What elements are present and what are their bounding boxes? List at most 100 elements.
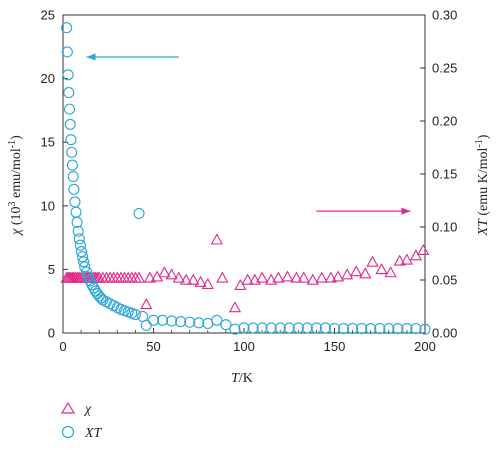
y-left-tick-label: 10 [41, 198, 55, 213]
chit-data-point [202, 317, 214, 330]
y-left-tick-label: 0 [48, 326, 55, 341]
chit-data-point [310, 322, 322, 334]
chit-data-point [392, 322, 404, 335]
chit-data-point [319, 322, 332, 334]
chit-data-point [220, 319, 232, 331]
chit-data-point [72, 225, 84, 237]
chi-data-point [400, 253, 414, 265]
chi-data-point [417, 243, 430, 256]
chi-data-point [265, 273, 278, 285]
chit-data-point [292, 322, 304, 334]
chit-data-point [328, 322, 341, 335]
chit-data-point [76, 251, 89, 263]
chit-data-point [75, 246, 88, 258]
chit-data-point [401, 322, 413, 335]
chi-data-point [172, 271, 185, 283]
chi-data-point [384, 266, 397, 278]
chi-data-point [118, 271, 131, 283]
chit-data-point [383, 322, 395, 335]
chi-data-point [331, 270, 345, 282]
x-tick-label: 50 [146, 339, 160, 354]
chit-data-point [229, 323, 241, 335]
chit-data-point [265, 322, 277, 334]
chit-data-point [274, 322, 286, 334]
chit-data-point [93, 290, 105, 302]
y-right-label-symbol: XT [476, 218, 491, 237]
chi-data-point [359, 267, 372, 279]
chi-data-point [350, 265, 363, 277]
y-left-tick-label: 5 [48, 262, 55, 277]
legend: χ XT [60, 401, 103, 441]
chit-data-point [61, 46, 73, 58]
chit-data-point [147, 314, 160, 326]
legend-triangle-marker [60, 401, 76, 414]
right-axis-arrow-head [401, 207, 411, 215]
chit-data-point [419, 323, 431, 335]
chi-data-point [315, 271, 328, 283]
series-chi [60, 233, 430, 313]
chi-data-point [187, 273, 200, 285]
chi-data-point [165, 268, 178, 280]
chit-data-point [256, 322, 268, 334]
chi-data-point [409, 249, 423, 261]
chi-data-point [272, 271, 285, 283]
chi-data-point [297, 271, 310, 283]
chi-data-point [210, 233, 223, 245]
chit-data-point [73, 233, 85, 245]
chi-data-point [107, 271, 120, 283]
chit-data-point [65, 134, 77, 146]
chi-data-point [201, 277, 214, 289]
chi-data-point [103, 271, 117, 283]
plot-frame [62, 14, 426, 334]
chi-data-point [132, 271, 146, 283]
chi-data-point [290, 271, 303, 283]
chit-data-point [64, 118, 76, 130]
chit-data-point [66, 159, 78, 171]
legend-circle-marker [61, 425, 75, 439]
chi-data-point [306, 273, 319, 285]
y-right-axis-ticks: 0.00 0.05 0.10 0.15 0.20 0.25 0.30 [420, 8, 457, 341]
y-left-tick-label: 25 [41, 8, 55, 23]
x-axis-label-unit: /K [239, 371, 253, 386]
chit-data-point [78, 256, 90, 268]
chit-data-point [69, 196, 81, 208]
chi-data-point [216, 271, 229, 283]
y-left-axis-ticks: 0 5 10 15 20 25 [41, 8, 68, 341]
legend-label-chi: χ [83, 402, 92, 417]
chit-data-point [247, 322, 259, 334]
chit-data-point [166, 315, 178, 327]
x-tick-label: 100 [233, 339, 255, 354]
y-right-label-close: ) [476, 134, 491, 139]
chit-data-point [211, 314, 223, 326]
chit-data-point [157, 314, 169, 326]
legend-label-chit: XT [84, 426, 103, 441]
chi-data-point [158, 266, 171, 278]
chi-data-point [100, 271, 113, 283]
chit-data-point [63, 103, 76, 115]
chit-data-point [193, 317, 205, 329]
chit-data-point [356, 322, 368, 335]
chit-data-point [79, 261, 91, 273]
chi-data-point [248, 273, 261, 285]
y-right-label-unit-exp: -1 [474, 139, 485, 147]
y-left-label-exp: 3 [7, 201, 18, 206]
chi-data-point [122, 271, 135, 283]
chit-data-point [129, 309, 141, 321]
y-left-label-unit-exp: -1 [7, 140, 18, 148]
y-right-axis-label: XT (emu K/mol-1) [474, 134, 492, 236]
chi-data-point [111, 271, 124, 283]
x-axis-ticks: 0 50 100 150 200 [59, 328, 436, 354]
chi-data-point [366, 255, 379, 267]
chi-data-point [281, 270, 294, 282]
y-left-tick-label: 15 [41, 135, 55, 150]
y-right-tick-label: 0.25 [432, 61, 457, 76]
x-axis-label-symbol: T [231, 371, 240, 386]
chi-data-point [255, 271, 269, 283]
chi-data-point [96, 271, 109, 283]
y-left-label-prefix: (10 [9, 206, 24, 228]
chit-data-point [67, 170, 79, 183]
x-tick-label: 150 [324, 339, 346, 354]
chit-data-point [184, 316, 196, 328]
y-right-tick-label: 0.00 [432, 326, 457, 341]
chit-data-point [63, 87, 75, 99]
